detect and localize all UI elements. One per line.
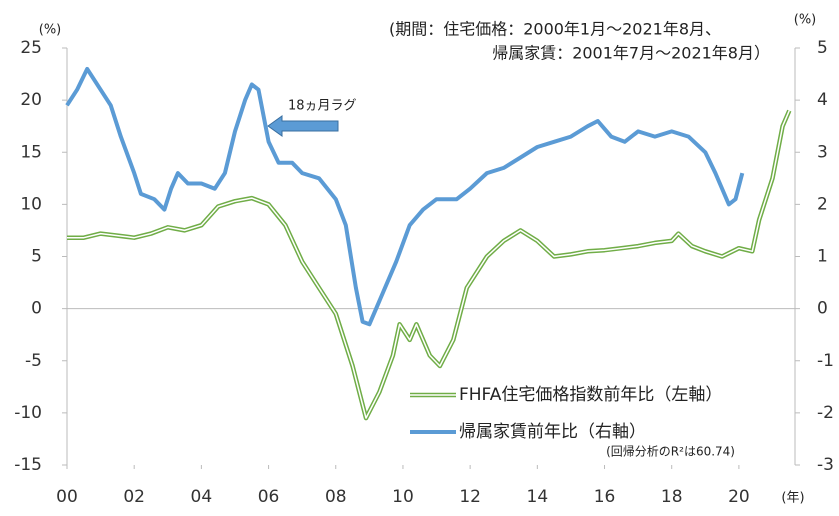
annotation: 18ヵ月ラグ — [288, 99, 357, 114]
y-unit: (%) — [39, 23, 62, 38]
lag-arrow — [267, 115, 339, 137]
y2-tick-label: -2 — [817, 403, 834, 423]
y2-tick-label: 0 — [817, 299, 828, 319]
series-line — [65, 66, 745, 327]
legend-label: FHFA住宅価格指数前年比（左軸） — [459, 385, 722, 405]
x-tick-label: 06 — [258, 487, 280, 507]
series-line-core — [67, 110, 790, 419]
y2-tick-label: 1 — [817, 247, 828, 267]
note: (回帰分析のR²は60.74) — [606, 445, 735, 459]
title-line: (期間：住宅価格：2000年1月～2021年8月、 — [389, 20, 721, 39]
y-tick-label: -5 — [25, 351, 42, 371]
x-tick-label: 10 — [392, 487, 414, 507]
y-tick-label: 10 — [20, 194, 42, 214]
x-tick-label: 02 — [123, 487, 145, 507]
y-tick-label: -15 — [14, 455, 42, 475]
x-tick-label: 04 — [191, 487, 213, 507]
y-tick-label: 20 — [20, 90, 42, 110]
y2-tick-label: 5 — [817, 38, 828, 58]
y-tick-label: 0 — [31, 299, 42, 319]
x-tick-label: 00 — [56, 487, 78, 507]
legend-label: 帰属家賃前年比（右軸） — [459, 422, 646, 442]
title-line: 帰属家賃：2001年7月～2021年8月） — [492, 44, 770, 63]
x-tick-label: 12 — [459, 487, 481, 507]
y2-tick-label: 3 — [817, 142, 828, 162]
x-tick-label: 08 — [325, 487, 347, 507]
y-tick-label: -10 — [14, 403, 42, 423]
x-tick-label: 16 — [594, 487, 616, 507]
y2-unit: (%) — [794, 13, 817, 28]
x-unit: (年) — [781, 491, 804, 506]
x-tick-label: 18 — [661, 487, 683, 507]
x-tick-label: 20 — [728, 487, 750, 507]
y2-tick-label: -3 — [817, 455, 834, 475]
y-tick-label: 15 — [20, 142, 42, 162]
series-line — [67, 109, 792, 421]
y-tick-label: 25 — [20, 38, 42, 58]
y-tick-label: 5 — [31, 247, 42, 267]
y2-tick-label: 4 — [817, 90, 828, 110]
y2-tick-label: 2 — [817, 194, 828, 214]
x-tick-label: 14 — [527, 487, 549, 507]
y2-tick-label: -1 — [817, 351, 834, 371]
